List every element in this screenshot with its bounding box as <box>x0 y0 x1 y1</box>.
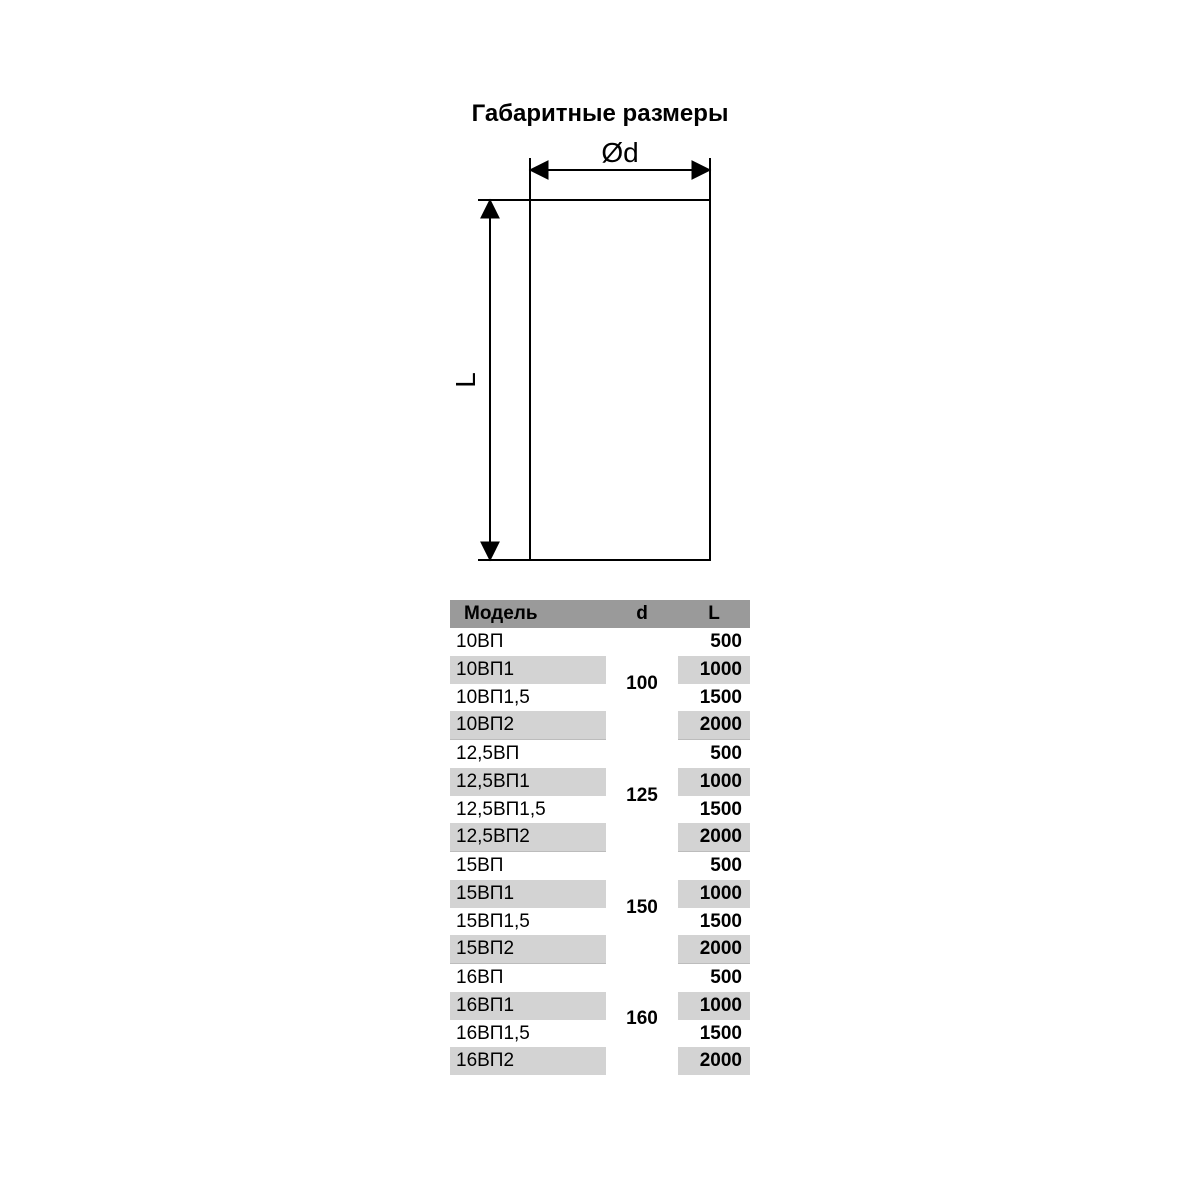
table-row: 15ВП150500 <box>450 852 750 880</box>
cell-l: 1500 <box>678 1020 750 1048</box>
cell-model: 12,5ВП1 <box>450 768 606 796</box>
col-header-l: L <box>678 600 750 628</box>
cell-model: 15ВП <box>450 852 606 880</box>
table-row: 16ВП1,5 1500 <box>450 1020 750 1048</box>
cell-l: 500 <box>678 628 750 656</box>
cell-model: 10ВП <box>450 628 606 656</box>
cell-d: 100 <box>606 628 678 740</box>
table-row: 10ВП100500 <box>450 628 750 656</box>
dimension-diagram: Ød L <box>420 140 780 580</box>
cell-model: 12,5ВП2 <box>450 823 606 851</box>
cell-l: 500 <box>678 740 750 768</box>
cell-l: 500 <box>678 852 750 880</box>
cell-d: 150 <box>606 852 678 964</box>
col-header-model: Модель <box>450 600 606 628</box>
table-row: 12,5ВП1 1000 <box>450 768 750 796</box>
cell-model: 10ВП1,5 <box>450 684 606 712</box>
cell-l: 2000 <box>678 823 750 851</box>
dimension-svg: Ød L <box>420 140 780 580</box>
cell-model: 10ВП1 <box>450 656 606 684</box>
cell-model: 10ВП2 <box>450 711 606 739</box>
cell-model: 15ВП2 <box>450 935 606 963</box>
cell-model: 15ВП1,5 <box>450 908 606 936</box>
cell-l: 1500 <box>678 684 750 712</box>
table-row: 15ВП2 2000 <box>450 935 750 963</box>
cell-model: 16ВП1,5 <box>450 1020 606 1048</box>
cell-l: 2000 <box>678 935 750 963</box>
cell-l: 2000 <box>678 711 750 739</box>
cell-l: 1000 <box>678 880 750 908</box>
cell-l: 2000 <box>678 1047 750 1075</box>
table-row: 10ВП2 2000 <box>450 711 750 739</box>
cell-model: 12,5ВП <box>450 740 606 768</box>
cell-l: 1000 <box>678 656 750 684</box>
col-header-d: d <box>606 600 678 628</box>
dimensions-table-wrap: Модель d L 10ВП10050010ВП1100010ВП1,5150… <box>450 600 750 1075</box>
cell-l: 1500 <box>678 908 750 936</box>
table-body: 10ВП10050010ВП1100010ВП1,5150010ВП220001… <box>450 628 750 1075</box>
cell-model: 16ВП <box>450 964 606 992</box>
l-label: L <box>450 372 481 388</box>
table-row: 16ВП160500 <box>450 964 750 992</box>
table-row: 16ВП1 1000 <box>450 992 750 1020</box>
d-label: Ød <box>601 140 638 168</box>
table-row: 15ВП1 1000 <box>450 880 750 908</box>
table-header-row: Модель d L <box>450 600 750 628</box>
table-row: 12,5ВП2 2000 <box>450 823 750 851</box>
cell-l: 1500 <box>678 796 750 824</box>
table-row: 15ВП1,5 1500 <box>450 908 750 936</box>
table-row: 10ВП1 1000 <box>450 656 750 684</box>
cell-l: 500 <box>678 964 750 992</box>
cell-d: 125 <box>606 740 678 852</box>
body-rect <box>530 200 710 560</box>
table-row: 12,5ВП125500 <box>450 740 750 768</box>
cell-l: 1000 <box>678 768 750 796</box>
table-row: 10ВП1,5 1500 <box>450 684 750 712</box>
cell-d: 160 <box>606 964 678 1076</box>
cell-model: 16ВП1 <box>450 992 606 1020</box>
table-row: 16ВП2 2000 <box>450 1047 750 1075</box>
page-title: Габаритные размеры <box>0 100 1200 128</box>
cell-model: 15ВП1 <box>450 880 606 908</box>
cell-model: 16ВП2 <box>450 1047 606 1075</box>
dimensions-table: Модель d L 10ВП10050010ВП1100010ВП1,5150… <box>450 600 750 1075</box>
table-row: 12,5ВП1,5 1500 <box>450 796 750 824</box>
cell-l: 1000 <box>678 992 750 1020</box>
cell-model: 12,5ВП1,5 <box>450 796 606 824</box>
